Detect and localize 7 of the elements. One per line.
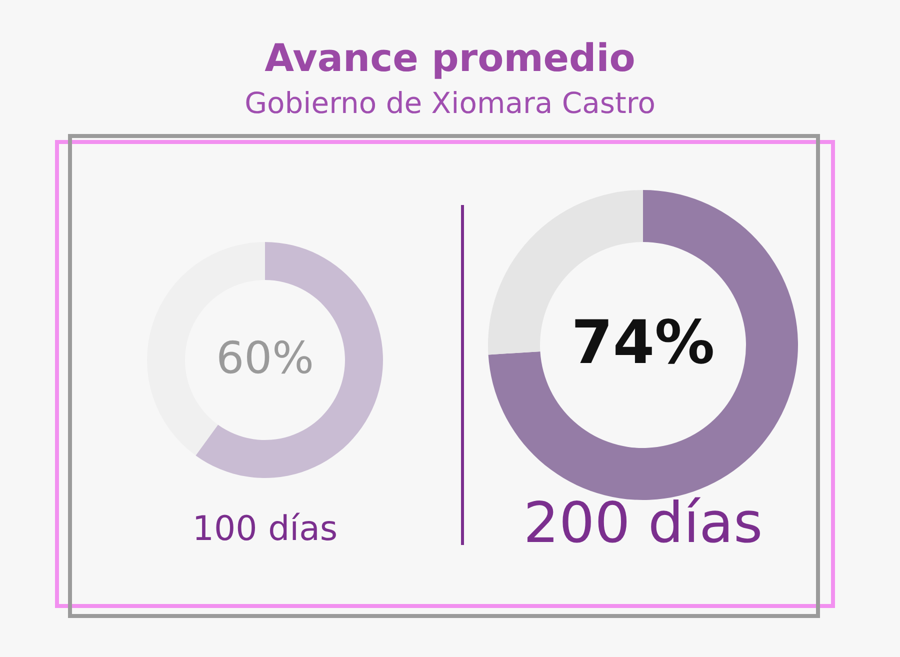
text: Gobierno de Xiomara Castro — [244, 86, 656, 120]
data-label: 74% — [571, 308, 715, 378]
text: 200 días — [523, 491, 763, 556]
chart-title: Avance promedio — [264, 36, 636, 80]
text: 100 días — [192, 509, 338, 549]
donut-slice — [196, 242, 383, 478]
data-label: 60% — [216, 333, 314, 384]
